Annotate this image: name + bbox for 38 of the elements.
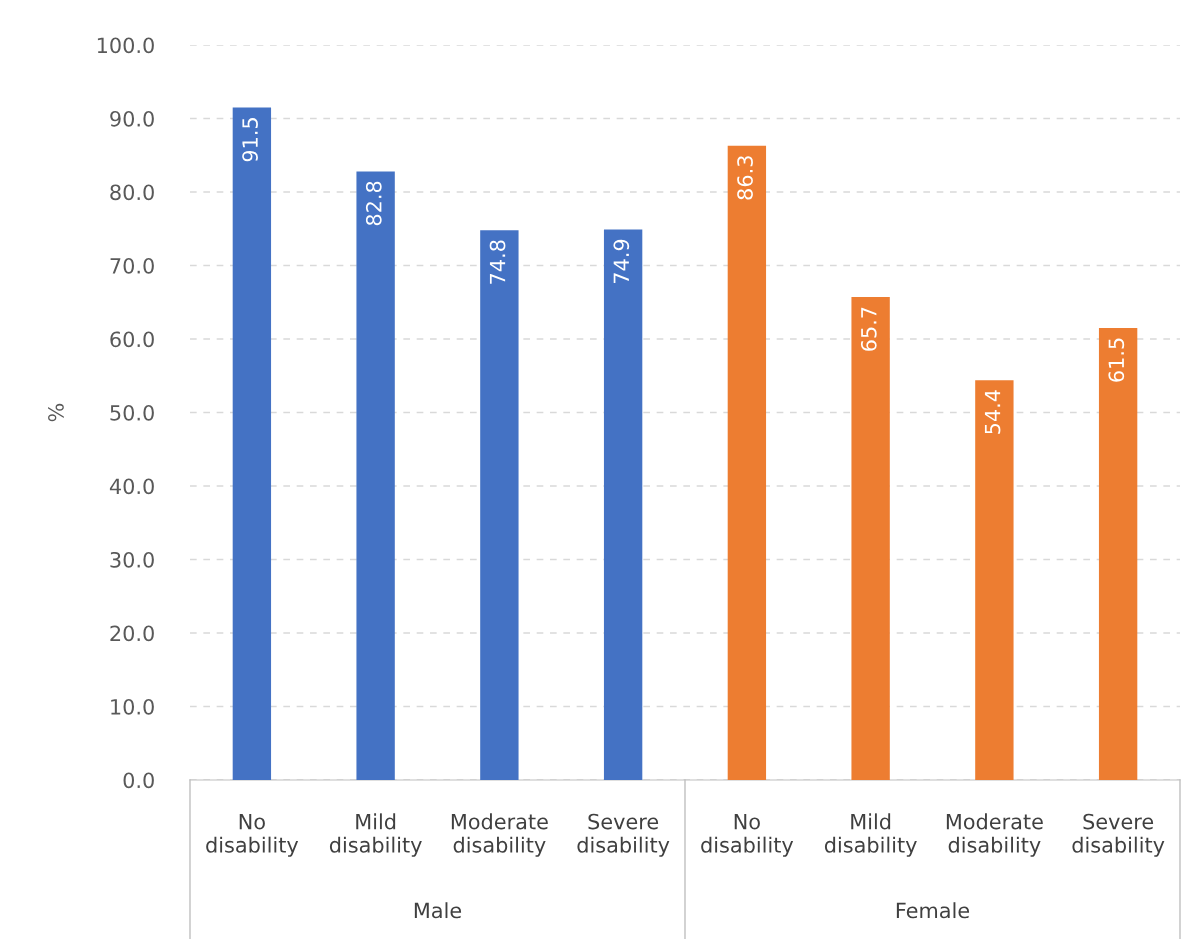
bar	[603, 229, 643, 780]
y-axis-title: %	[48, 403, 64, 422]
text: Male	[414, 902, 462, 919]
y-tick-label: 20.0	[110, 625, 154, 642]
bar	[1098, 327, 1138, 780]
y-tick-label: 30.0	[110, 551, 154, 568]
y-tick-label: 50.0	[110, 404, 154, 421]
x-tick-label: Mild disability	[329, 813, 422, 857]
x-tick-label: Severe disability	[1072, 813, 1165, 857]
bar	[851, 297, 890, 780]
bar	[356, 171, 395, 780]
y-tick-label: 40.0	[109, 478, 154, 495]
y-tick-label: 100.0	[97, 37, 154, 54]
text: Female	[896, 902, 970, 919]
bar	[727, 145, 767, 780]
x-tick-label: Mild disability	[824, 813, 917, 857]
y-tick-label: 90.0	[110, 110, 154, 127]
data-label: 74.9	[613, 239, 630, 283]
y-tick-label: 10.0	[111, 698, 154, 715]
bar	[975, 380, 1014, 780]
data-label: 91.5	[242, 118, 258, 162]
y-tick-label: 70.0	[110, 257, 154, 274]
data-label: 54.4	[984, 390, 1001, 434]
bar	[232, 107, 272, 780]
data-label: 86.3	[737, 156, 753, 200]
data-label: 82.8	[365, 181, 382, 226]
data-label: 65.7	[860, 307, 877, 351]
y-tick-label: 80.0	[110, 184, 154, 201]
x-tick-label: Severe disability	[577, 813, 670, 857]
x-tick-label: No disability	[206, 813, 299, 857]
data-label: 74.8	[489, 240, 506, 284]
y-tick-label: 0.0	[123, 772, 154, 789]
x-tick-label: No disability	[701, 813, 794, 857]
x-tick-label: Moderate disability	[946, 813, 1043, 857]
bar	[480, 230, 519, 780]
x-tick-label: Moderate disability	[451, 813, 548, 857]
data-label: 61.5	[1108, 338, 1125, 382]
y-tick-label: 60.0	[110, 331, 154, 348]
